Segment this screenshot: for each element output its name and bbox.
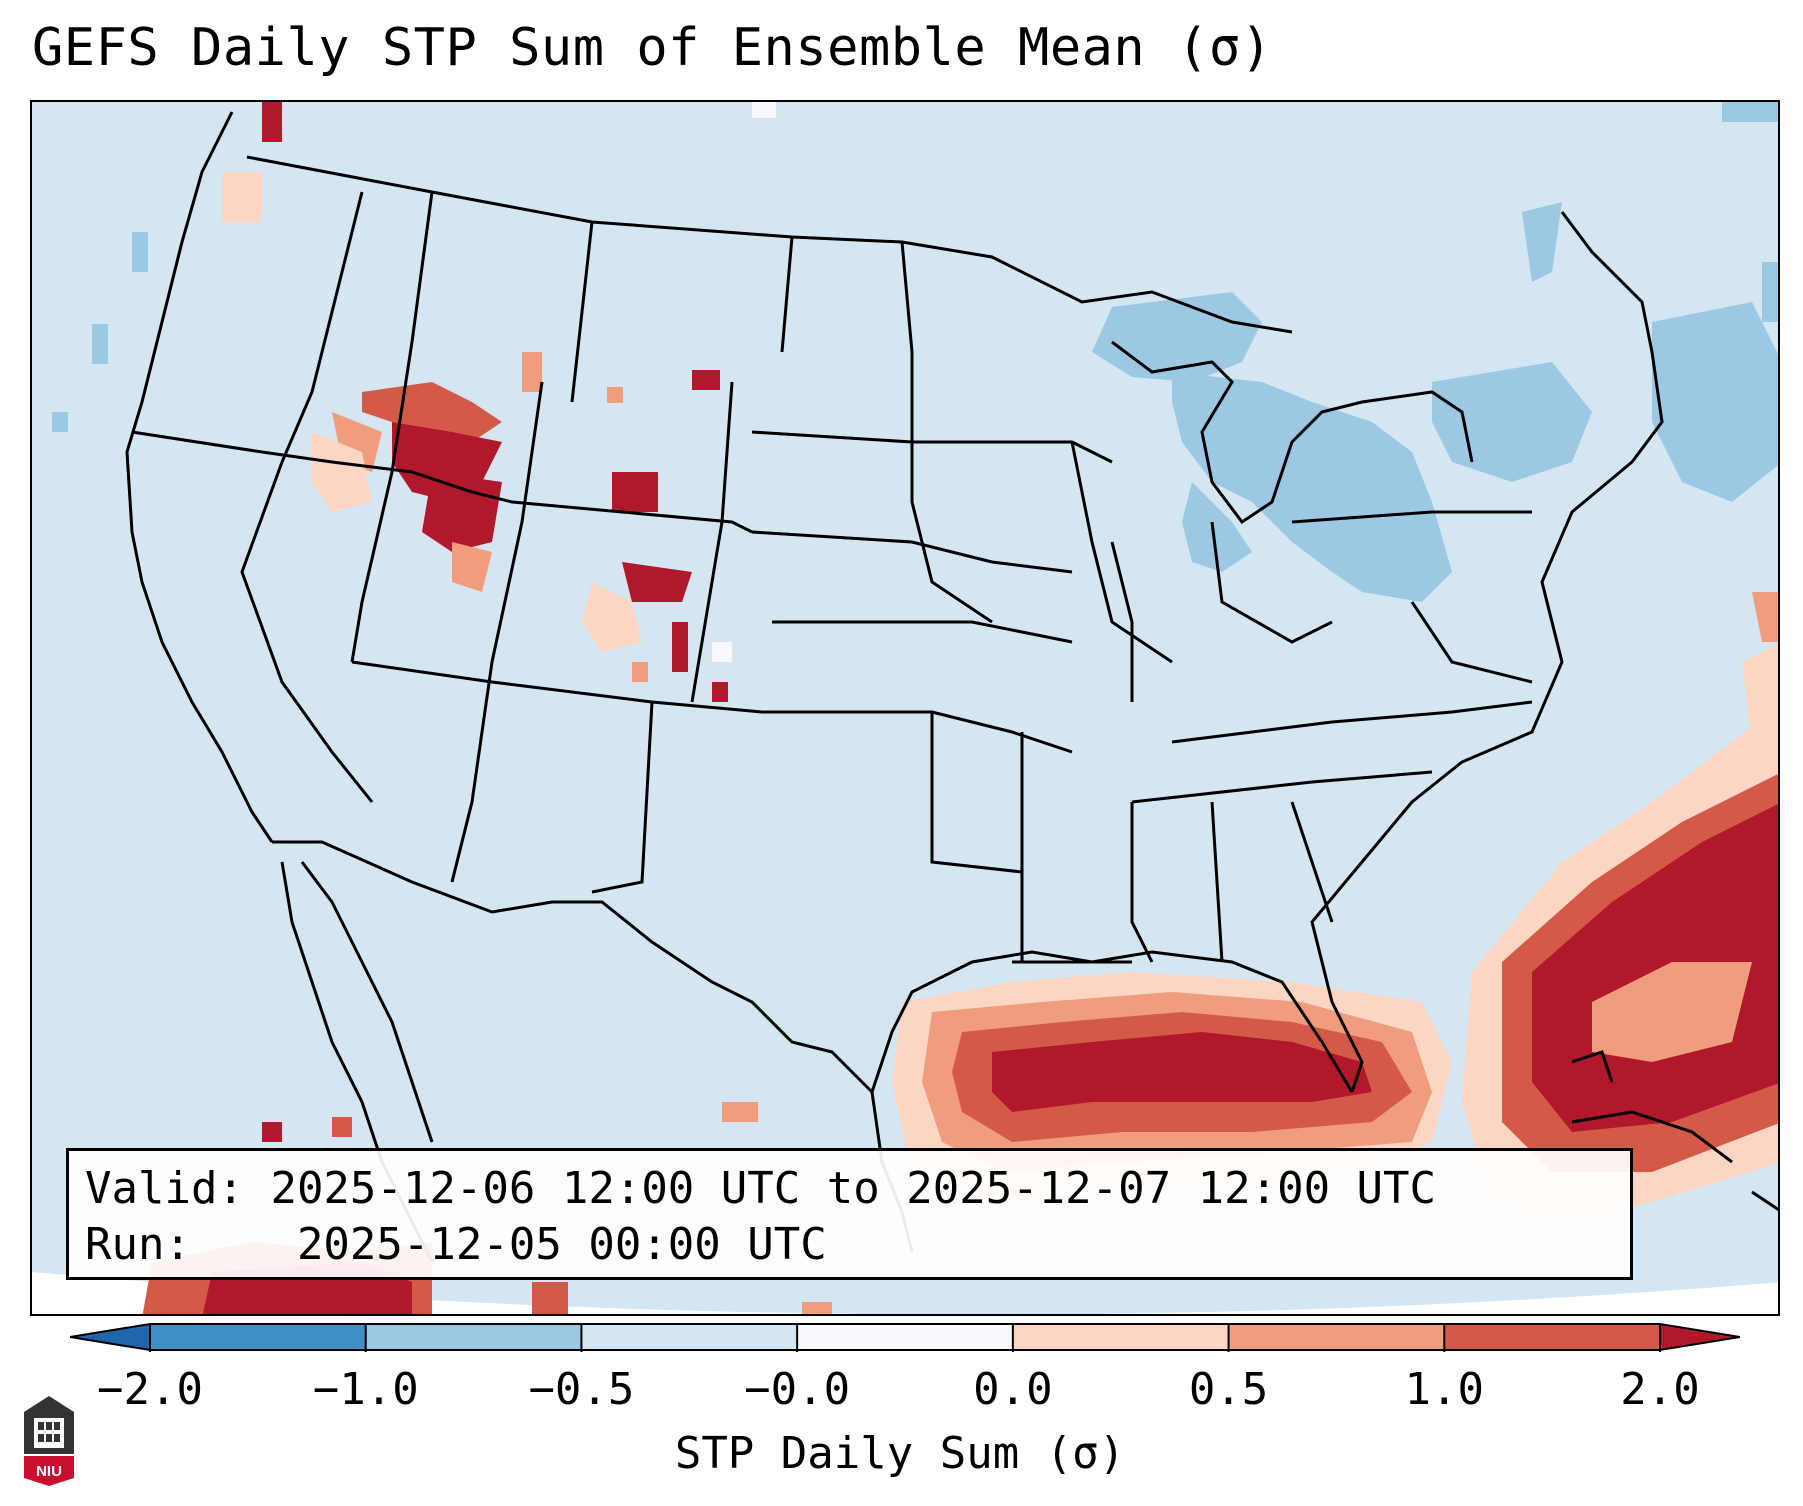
colorbar-segments [150, 1324, 1661, 1350]
valid-run-info-box: Valid: 2025-12-06 12:00 UTC to 2025-12-0… [66, 1148, 1633, 1280]
colorbar [70, 1322, 1740, 1352]
chart-title: GEFS Daily STP Sum of Ensemble Mean (σ) [32, 18, 1273, 78]
colorbar-tick-label: 0.5 [1188, 1364, 1269, 1415]
colorbar-tick-label: −2.0 [97, 1364, 203, 1415]
colorbar-tick-label: −0.0 [744, 1364, 851, 1415]
colorbar-extend-high [1659, 1322, 1740, 1352]
positive-anomaly-atlantic [1462, 592, 1778, 1222]
colorbar-segment [1444, 1324, 1661, 1350]
colorbar-segment [1228, 1324, 1445, 1350]
colorbar-extend-low [70, 1322, 151, 1352]
logo-text: NIU [36, 1463, 62, 1480]
run-label: Run: [85, 1219, 191, 1270]
colorbar-tick-label: −0.5 [528, 1364, 635, 1415]
boundaries [125, 111, 1664, 1263]
colorbar-tick-label: 1.0 [1404, 1364, 1485, 1415]
colorbar-segment [581, 1324, 798, 1350]
valid-label: Valid: [85, 1163, 244, 1214]
projection-edge [32, 1272, 1778, 1314]
colorbar-segment [150, 1324, 367, 1350]
run-value: 2025-12-05 00:00 UTC [296, 1219, 827, 1270]
niu-logo-icon: NIU [24, 1396, 74, 1486]
colorbar-tick-label: 0.0 [973, 1364, 1053, 1415]
caribbean-islands [1571, 1050, 1778, 1212]
colorbar-title: STP Daily Sum (σ) [674, 1428, 1126, 1479]
valid-value: 2025-12-06 12:00 UTC to 2025-12-07 12:00… [270, 1163, 1437, 1214]
colorbar-segment [365, 1324, 582, 1350]
colorbar-tick-label: −1.0 [312, 1364, 419, 1415]
colorbar-segment [1012, 1324, 1230, 1350]
colorbar-tick-label: 2.0 [1620, 1364, 1700, 1415]
positive-anomaly-west [222, 102, 776, 702]
map-svg [32, 102, 1778, 1314]
map-panel [30, 100, 1780, 1316]
colorbar-segment [797, 1324, 1014, 1350]
colorbar-ticks [149, 1324, 1661, 1352]
